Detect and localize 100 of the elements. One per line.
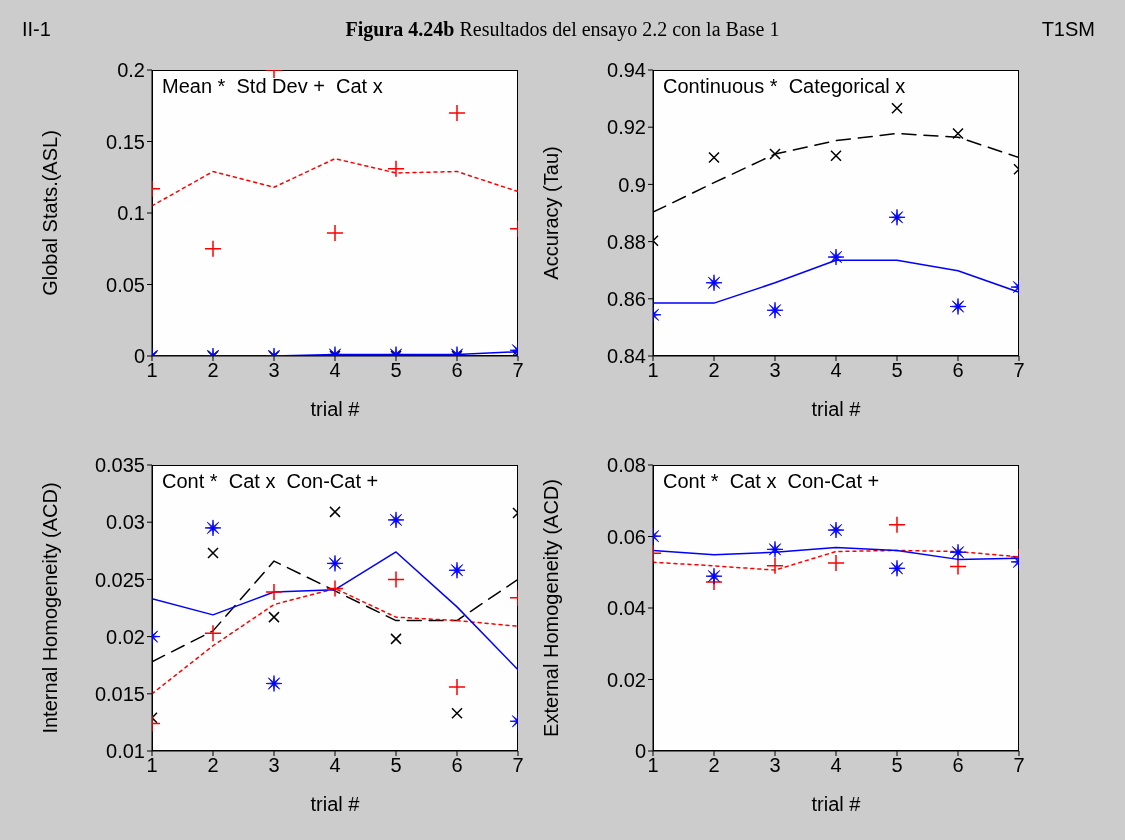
y-tick-label: 0.025: [94, 568, 145, 591]
y-tick-label: 0.92: [607, 116, 646, 139]
x-tick-label: 2: [708, 754, 720, 777]
x-tick-label: 1: [146, 754, 158, 777]
point: [949, 557, 967, 576]
point: [448, 678, 466, 696]
x-axis-title: trial #: [811, 398, 862, 420]
text: Figura 4.24b Resultados del ensayo 2.2 con la Base 1: [345, 18, 780, 40]
x-tick-label: 2: [207, 754, 219, 777]
point: [265, 583, 283, 601]
y-tick-label: 0.02: [607, 668, 646, 691]
point: [326, 554, 344, 572]
x-tick-label: 4: [830, 754, 842, 777]
line-series: [152, 157, 518, 207]
x-tick-label: 1: [647, 359, 659, 382]
point: [204, 624, 222, 642]
annotation: Cont * Cat x Con-Cat +: [162, 469, 379, 493]
y-tick-label: 0.9: [618, 173, 646, 196]
x-axis-title: trial #: [310, 793, 361, 815]
x-tick-label: 4: [329, 754, 341, 777]
y-tick-label: 0.04: [607, 597, 646, 620]
point: [888, 559, 906, 577]
point: [448, 561, 466, 579]
point: [830, 150, 842, 162]
annotation: Mean * Std Dev + Cat x: [162, 74, 383, 98]
point: [390, 633, 402, 645]
x-tick-label: 5: [891, 359, 903, 382]
y-tick-label: 0.1: [117, 202, 145, 225]
y-tick-label: 0.015: [94, 682, 145, 705]
point: [705, 274, 723, 292]
point: [387, 570, 405, 589]
y-axis-title: Global Stats.(ASL): [39, 130, 62, 296]
point: [268, 611, 280, 623]
x-axis-title: trial #: [310, 398, 361, 420]
y-tick-label: 0.035: [94, 454, 145, 477]
point: [827, 248, 845, 266]
x-tick-label: 3: [268, 754, 280, 777]
point: [766, 540, 784, 558]
y-axis-title: Accuracy (Tau): [540, 146, 563, 280]
y-tick-label: 0.06: [607, 525, 646, 548]
y-tick-label: 0.88: [607, 230, 646, 253]
point: [888, 208, 906, 226]
y-tick-label: 0: [634, 740, 646, 763]
x-tick-label: 7: [512, 359, 524, 382]
y-tick-label: 0.05: [106, 273, 145, 296]
x-tick-label: 5: [390, 754, 402, 777]
x-tick-label: 3: [769, 754, 781, 777]
x-tick-label: 6: [952, 359, 964, 382]
x-tick-label: 3: [769, 359, 781, 382]
point: [326, 579, 344, 598]
point: [766, 557, 784, 575]
x-tick-label: 3: [268, 359, 280, 382]
x-tick-label: 5: [891, 754, 903, 777]
y-tick-label: 0.84: [607, 345, 646, 368]
point: [827, 521, 845, 539]
y-tick-label: 0.01: [106, 740, 145, 763]
x-tick-label: 6: [451, 754, 463, 777]
y-tick-label: 0.15: [106, 130, 145, 153]
x-tick-label: 5: [390, 359, 402, 382]
point: [891, 102, 903, 115]
y-tick-label: 0.2: [117, 59, 145, 82]
point: [827, 554, 845, 572]
point: [888, 515, 906, 534]
point: [769, 148, 781, 160]
x-tick-label: 1: [647, 754, 659, 777]
point: [204, 240, 222, 258]
y-axis-title: Internal Homogeneity (ACD): [39, 482, 62, 734]
point: [326, 224, 344, 242]
x-tick-label: 6: [952, 754, 964, 777]
text: II-1: [22, 18, 51, 41]
y-tick-label: 0.86: [607, 287, 646, 310]
x-tick-label: 2: [207, 359, 219, 382]
point: [952, 127, 964, 140]
x-tick-label: 7: [1013, 359, 1025, 382]
point: [387, 511, 405, 529]
point: [387, 159, 405, 178]
point: [949, 543, 967, 561]
x-axis-title: trial #: [811, 793, 862, 815]
x-tick-label: 4: [329, 359, 341, 382]
point: [207, 547, 219, 559]
annotation: Continuous * Categorical x: [663, 74, 906, 98]
x-tick-label: 4: [830, 359, 842, 382]
point: [708, 151, 720, 164]
x-tick-label: 2: [708, 359, 720, 382]
x-tick-label: 7: [512, 754, 524, 777]
point: [265, 675, 283, 692]
y-tick-label: 0.02: [106, 625, 145, 648]
annotation: Cont * Cat x Con-Cat +: [663, 469, 880, 493]
point: [204, 519, 222, 537]
y-axis-title: External Homogeneity (ACD): [540, 479, 563, 737]
x-tick-label: 1: [146, 359, 158, 382]
y-tick-label: 0.03: [106, 511, 145, 534]
point: [705, 567, 723, 585]
y-tick-label: 0.08: [607, 454, 646, 477]
y-tick-label: 0: [133, 345, 145, 368]
point: [766, 301, 784, 319]
point: [329, 506, 341, 518]
y-tick-label: 0.94: [607, 59, 646, 82]
point: [451, 707, 463, 719]
x-tick-label: 7: [1013, 754, 1025, 777]
